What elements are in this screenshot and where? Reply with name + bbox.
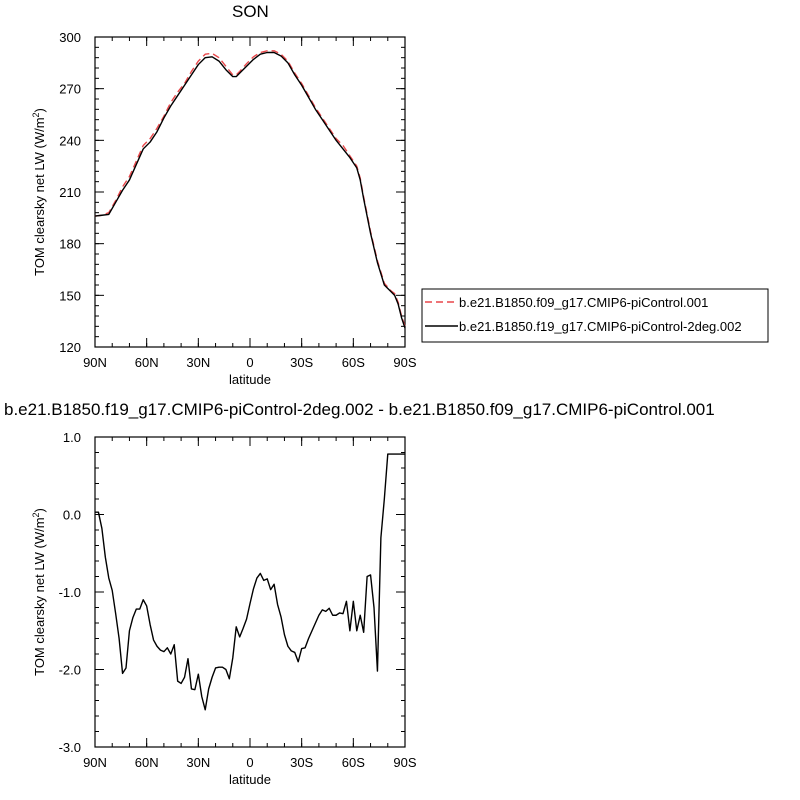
x-tick-label: 90S — [393, 755, 416, 770]
x-tick-label: 90N — [83, 355, 107, 370]
x-axis-label: latitude — [229, 772, 271, 787]
x-tick-label: 30S — [290, 755, 313, 770]
y-axis-label: TOM clearsky net LW (W/m2) — [31, 508, 47, 676]
x-tick-label: 30S — [290, 355, 313, 370]
top-chart-title: SON — [232, 2, 269, 21]
plot-frame — [94, 36, 406, 348]
x-tick-label: 30N — [186, 755, 210, 770]
x-tick-label: 60S — [342, 355, 365, 370]
series-line-1 — [94, 51, 406, 329]
x-tick-label: 30N — [186, 355, 210, 370]
y-tick-label: 210 — [59, 185, 81, 200]
y-axis-label: TOM clearsky net LW (W/m2) — [31, 108, 47, 276]
legend: b.e21.B1850.f09_g17.CMIP6-piControl.001b… — [421, 288, 769, 343]
x-tick-label: 90N — [83, 755, 107, 770]
bottom-panel: 90N 60N 30N 0 30S 60S 90S -3.0 -2.0 -1.0 0.0 1.0 lat… — [31, 430, 417, 787]
x-tick-label: 90S — [393, 355, 416, 370]
y-tick-label: 1.0 — [63, 430, 81, 445]
legend-box — [421, 288, 769, 343]
series-line-0 — [94, 50, 406, 327]
y-tick-label: -3.0 — [59, 740, 81, 755]
x-tick-label: 0 — [246, 755, 253, 770]
y-tick-label: 120 — [59, 340, 81, 355]
bottom-chart-title: b.e21.B1850.f19_g17.CMIP6-piControl-2deg… — [4, 400, 715, 419]
top-panel: 90N 60N 30N 0 30S 60S 90S 120 150 180 210 240 270 300… — [31, 30, 769, 387]
legend-label-1: b.e21.B1850.f19_g17.CMIP6-piControl-2deg… — [459, 319, 742, 334]
y-tick-label: 180 — [59, 237, 81, 252]
y-tick-label: 240 — [59, 133, 81, 148]
y-tick-label: 150 — [59, 288, 81, 303]
y-tick-label: 270 — [59, 82, 81, 97]
y-tick-label: 0.0 — [63, 508, 81, 523]
y-tick-label: 300 — [59, 30, 81, 45]
x-tick-label: 60N — [135, 755, 159, 770]
x-axis-label: latitude — [229, 372, 271, 387]
series-line-0 — [95, 453, 405, 711]
x-tick-label: 0 — [246, 355, 253, 370]
y-tick-label: -1.0 — [59, 585, 81, 600]
x-tick-label: 60S — [342, 755, 365, 770]
legend-label-0: b.e21.B1850.f09_g17.CMIP6-piControl.001 — [459, 295, 708, 310]
x-tick-label: 60N — [135, 355, 159, 370]
y-tick-label: -2.0 — [59, 663, 81, 678]
plot-frame — [94, 436, 406, 748]
